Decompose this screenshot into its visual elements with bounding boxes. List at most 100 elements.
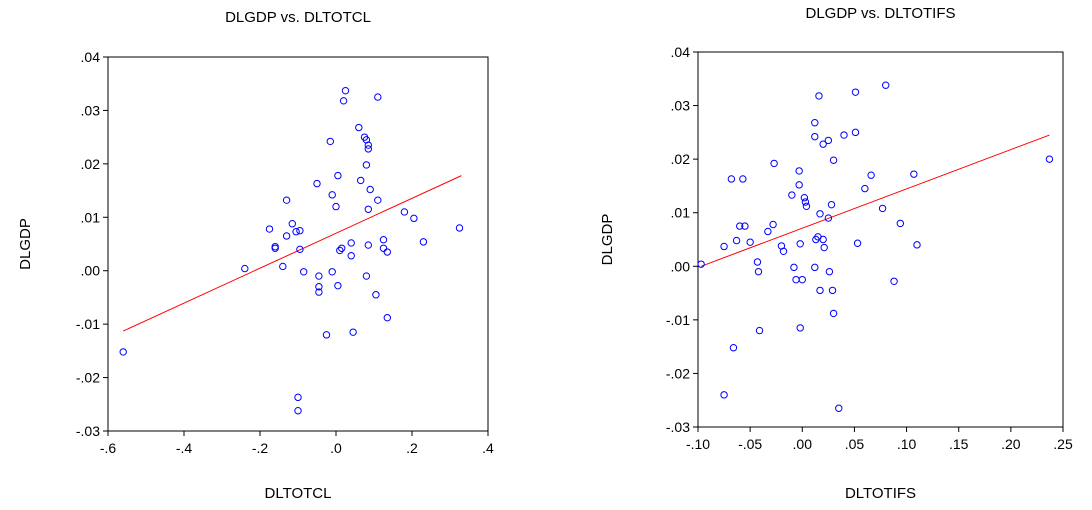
- data-point: [720, 242, 728, 251]
- x-tick-label: .4: [482, 440, 494, 456]
- chart-title: DLGDP vs. DLTOTIFS: [805, 5, 955, 22]
- y-tick-label: .00: [81, 263, 101, 279]
- data-point: [790, 263, 798, 272]
- data-point: [816, 286, 824, 295]
- scatter-chart-1: DLGDP vs. DLTOTCL -.03 -.02 -.01 .00 .01 .02 .0…: [17, 9, 494, 502]
- data-point: [296, 226, 304, 235]
- data-point: [825, 267, 834, 276]
- data-point: [357, 176, 365, 185]
- data-point: [769, 220, 777, 229]
- data-point: [334, 281, 342, 290]
- x-tick-label: -.10: [686, 436, 710, 452]
- data-point: [853, 239, 862, 247]
- y-tick-label: .02: [81, 156, 101, 172]
- scatter-chart-2: DLGDP vs. DLTOTIFS -.03 -.02 -.01 .00 .01 .02.…: [599, 5, 1073, 502]
- x-tick-label: -.4: [176, 440, 193, 456]
- data-point: [364, 145, 372, 153]
- y-tick-label: .03: [671, 98, 691, 114]
- data-point: [729, 344, 738, 352]
- data-point: [802, 202, 811, 210]
- x-tick-label: -.6: [100, 440, 117, 456]
- data-point: [800, 194, 809, 202]
- data-point: [341, 86, 350, 95]
- chart-title: DLGDP vs. DLTOTCL: [225, 9, 371, 26]
- x-tick-label: .05: [845, 436, 865, 452]
- data-point: [824, 214, 833, 222]
- data-point: [811, 119, 819, 127]
- data-point: [347, 252, 355, 260]
- data-point: [829, 309, 838, 318]
- data-point: [811, 263, 819, 272]
- data-point: [315, 272, 323, 280]
- data-point: [755, 326, 764, 335]
- data-point: [819, 235, 827, 244]
- data-point: [819, 140, 827, 148]
- data-point: [835, 404, 843, 412]
- data-point: [795, 167, 803, 175]
- data-point: [764, 227, 772, 236]
- y-tick-label: .01: [81, 209, 101, 225]
- data-point: [349, 328, 357, 336]
- data-point: [770, 159, 778, 168]
- data-point: [400, 208, 409, 216]
- data-point: [913, 241, 921, 249]
- y-axis-label: DLGDP: [599, 214, 616, 266]
- data-point: [861, 184, 869, 193]
- data-point: [339, 97, 348, 105]
- y-tick-label: -.02: [76, 370, 100, 386]
- data-point: [282, 232, 291, 240]
- data-point: [279, 262, 287, 271]
- data-point: [374, 196, 382, 204]
- y-tick-label: .04: [671, 44, 691, 60]
- data-point: [746, 238, 754, 246]
- data-point: [824, 136, 833, 145]
- data-point: [840, 131, 848, 139]
- y-tick-label: -.03: [666, 419, 690, 435]
- data-point: [296, 245, 304, 254]
- y-tick-label: .00: [671, 258, 691, 274]
- data-point: [815, 92, 823, 100]
- x-tick-label: .10: [897, 436, 917, 452]
- x-tick-label: .00: [793, 436, 813, 452]
- y-tick-label: -.02: [666, 365, 690, 381]
- data-point: [315, 283, 323, 291]
- y-tick-label: .03: [81, 102, 101, 118]
- data-point: [334, 171, 342, 180]
- data-point: [241, 264, 249, 273]
- regression-line: [122, 175, 462, 332]
- data-point: [265, 225, 274, 233]
- data-point: [379, 244, 388, 252]
- data-point: [282, 196, 291, 204]
- data-point: [372, 291, 380, 299]
- plot-frame: [107, 56, 489, 432]
- data-point: [366, 185, 374, 194]
- data-point: [727, 175, 736, 183]
- data-point: [910, 170, 918, 178]
- data-point: [364, 141, 372, 149]
- data-point: [697, 260, 705, 268]
- data-point: [362, 161, 371, 169]
- data-point: [816, 210, 824, 218]
- data-point: [754, 267, 763, 276]
- data-point: [347, 239, 355, 247]
- data-point: [379, 236, 388, 244]
- y-axis-label: DLGDP: [17, 218, 34, 270]
- data-point: [328, 268, 336, 276]
- data-point: [779, 247, 788, 255]
- data-point: [867, 171, 875, 179]
- data-point: [119, 348, 127, 356]
- x-axis-label: DLTOTIFS: [845, 485, 916, 502]
- data-point: [294, 393, 302, 402]
- y-tick-label: -.01: [76, 316, 100, 332]
- data-point: [741, 222, 749, 230]
- x-tick-label: .15: [949, 436, 969, 452]
- x-tick-label: .25: [1053, 436, 1073, 452]
- data-point: [720, 391, 728, 399]
- data-point: [732, 236, 741, 245]
- data-point: [896, 219, 905, 228]
- y-tick-label: -.03: [76, 423, 100, 439]
- data-point: [792, 275, 800, 284]
- data-point: [828, 286, 837, 295]
- data-point: [820, 243, 828, 252]
